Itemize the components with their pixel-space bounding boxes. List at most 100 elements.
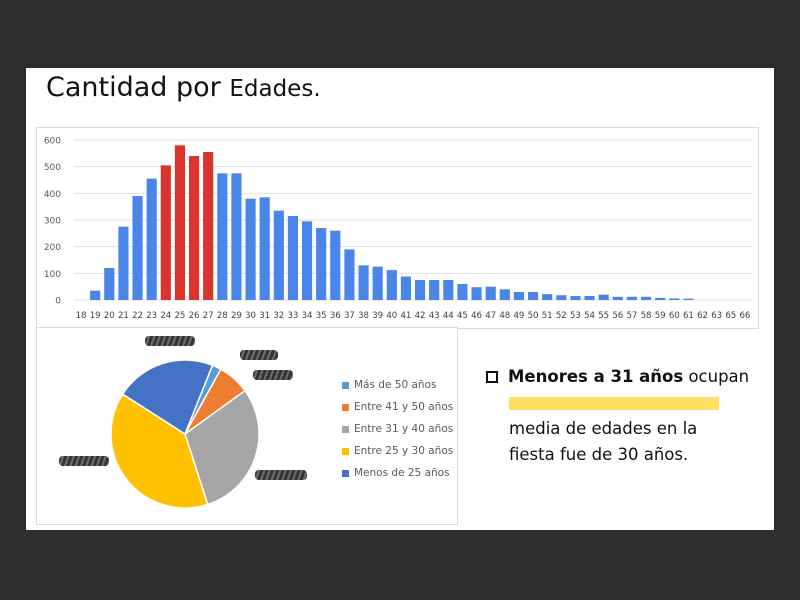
pie-slice-3 (110, 393, 209, 509)
bar-61 (683, 298, 694, 300)
bar-54 (584, 296, 595, 300)
highlight-bar (509, 397, 719, 410)
legend-item: Menos de 25 años (342, 462, 453, 484)
bar-20 (104, 268, 115, 300)
x-tick-label: 62 (697, 311, 708, 321)
x-tick-label: 51 (542, 311, 553, 321)
x-tick-label: 26 (189, 311, 200, 321)
x-tick-label: 33 (287, 311, 298, 321)
title-tail: Edades. (229, 76, 321, 102)
legend-swatch (342, 425, 349, 433)
age-pie-chart: Más de 50 años Entre 41 y 50 años Entre 31… (36, 327, 458, 525)
pie-slice-4 (121, 359, 214, 436)
summary-note: Menores a 31 años ocupan media de edades… (486, 364, 766, 468)
x-tick-label: 61 (683, 311, 694, 321)
y-tick-label: 500 (44, 163, 61, 173)
title-main: Cantidad por (46, 72, 230, 103)
bar-46 (471, 287, 482, 300)
note-line-3: media de edades en la (509, 419, 698, 438)
x-tick-label: 28 (217, 311, 228, 321)
y-tick-label: 600 (44, 137, 61, 147)
x-tick-label: 66 (739, 311, 750, 321)
bar-32 (273, 210, 284, 300)
x-tick-label: 65 (725, 311, 736, 321)
x-tick-label: 29 (231, 311, 242, 321)
x-tick-label: 30 (245, 311, 256, 321)
x-tick-label: 45 (457, 311, 468, 321)
x-tick-label: 25 (174, 311, 185, 321)
bar-29 (231, 173, 242, 300)
bar-25 (174, 145, 186, 300)
y-tick-label: 200 (44, 243, 61, 253)
x-tick-label: 57 (626, 311, 637, 321)
bar-52 (556, 295, 567, 300)
bar-59 (655, 297, 666, 300)
x-tick-label: 38 (358, 311, 369, 321)
bar-49 (513, 292, 525, 300)
note-line-1: Menores a 31 años ocupan (486, 364, 766, 390)
bar-37 (344, 249, 355, 300)
redacted-label-5 (255, 470, 307, 480)
bar-51 (542, 294, 553, 300)
x-tick-label: 56 (612, 311, 623, 321)
bar-44 (443, 280, 454, 300)
x-tick-label: 39 (372, 311, 383, 321)
bar-48 (499, 289, 510, 300)
x-tick-label: 52 (556, 311, 567, 321)
bar-55 (598, 294, 609, 300)
x-tick-label: 48 (499, 311, 510, 321)
x-tick-label: 63 (711, 311, 722, 321)
bar-57 (626, 296, 638, 300)
bar-45 (457, 284, 468, 300)
bar-19 (90, 290, 101, 300)
x-tick-label: 18 (76, 311, 87, 321)
bar-22 (132, 196, 143, 300)
highlighted-redaction (509, 390, 766, 416)
legend-swatch (342, 469, 349, 477)
slide: Cantidad por Edades. 0 100 200 300 400 500 600… (26, 68, 774, 530)
x-tick-label: 20 (104, 311, 115, 321)
x-tick-label: 36 (330, 311, 341, 321)
bar-24 (160, 165, 171, 300)
redacted-label-2 (240, 350, 278, 360)
bar-30 (245, 198, 256, 300)
bar-28 (217, 173, 228, 300)
bar-40 (386, 270, 397, 300)
legend-label: Entre 25 y 30 años (354, 445, 454, 457)
bar-43 (429, 280, 440, 300)
note-bold: Menores a 31 años (508, 367, 684, 386)
legend-item: Entre 25 y 30 años (342, 440, 453, 462)
bar-60 (669, 298, 680, 300)
pie-chart-svg (110, 359, 260, 509)
x-tick-label: 22 (132, 311, 143, 321)
bar-47 (485, 286, 496, 300)
checkbox-bullet-icon (486, 371, 498, 383)
bar-50 (527, 292, 539, 300)
x-tick-label: 40 (386, 311, 397, 321)
legend-item: Entre 31 y 40 años (342, 418, 453, 440)
bar-41 (400, 276, 412, 300)
redacted-label-1 (145, 336, 195, 346)
bar-27 (203, 152, 214, 300)
x-tick-label: 19 (90, 311, 101, 321)
note-line-4: fiesta fue de 30 años. (509, 445, 689, 464)
legend-item: Entre 41 y 50 años (342, 396, 453, 418)
legend-item: Más de 50 años (342, 374, 453, 396)
bar-53 (570, 296, 581, 300)
bar-21 (118, 226, 129, 300)
bar-56 (612, 296, 623, 300)
bar-42 (414, 280, 426, 300)
legend-label: Entre 41 y 50 años (354, 401, 454, 413)
note-rest: ocupan (683, 367, 750, 386)
legend-label: Entre 31 y 40 años (354, 423, 454, 435)
redacted-label-3 (253, 370, 293, 380)
x-tick-label: 50 (528, 311, 539, 321)
x-tick-label: 23 (146, 311, 157, 321)
legend-label: Más de 50 años (354, 379, 437, 391)
bar-26 (188, 156, 200, 300)
y-tick-label: 100 (44, 270, 61, 280)
x-tick-label: 32 (273, 311, 284, 321)
x-tick-label: 27 (203, 311, 214, 321)
bar-58 (640, 296, 652, 300)
age-bar-chart: 0 100 200 300 400 500 600 18 19 20 21 22 23 24 25 26 27 2… (36, 127, 759, 329)
